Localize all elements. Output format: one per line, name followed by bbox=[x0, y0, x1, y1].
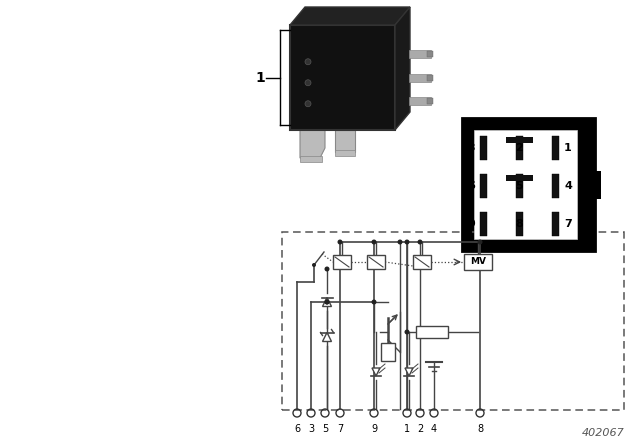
Bar bbox=[462, 118, 595, 251]
Bar bbox=[516, 136, 523, 160]
Circle shape bbox=[397, 240, 403, 245]
Bar bbox=[552, 136, 559, 160]
Bar bbox=[416, 326, 448, 338]
Bar bbox=[427, 74, 433, 81]
Bar bbox=[413, 255, 431, 269]
Circle shape bbox=[477, 240, 483, 245]
Text: 3: 3 bbox=[467, 143, 475, 153]
Bar bbox=[427, 98, 433, 103]
Text: 4: 4 bbox=[564, 181, 572, 191]
Bar bbox=[427, 52, 433, 57]
Bar bbox=[335, 150, 355, 156]
Circle shape bbox=[305, 80, 311, 86]
Text: 402067: 402067 bbox=[582, 428, 625, 438]
Polygon shape bbox=[300, 130, 325, 158]
Bar bbox=[480, 136, 487, 160]
Text: 4: 4 bbox=[431, 424, 437, 434]
Bar bbox=[282, 232, 624, 410]
Circle shape bbox=[312, 263, 316, 267]
Bar bbox=[516, 212, 523, 236]
Text: 2: 2 bbox=[516, 143, 524, 153]
Text: 9: 9 bbox=[467, 219, 475, 229]
Circle shape bbox=[337, 240, 342, 245]
Bar bbox=[474, 130, 577, 239]
Polygon shape bbox=[323, 297, 332, 306]
Bar bbox=[367, 255, 385, 269]
Polygon shape bbox=[405, 368, 413, 376]
Text: MV: MV bbox=[470, 258, 486, 267]
Text: 5: 5 bbox=[516, 181, 524, 191]
Circle shape bbox=[324, 300, 330, 305]
Bar bbox=[552, 212, 559, 236]
Text: 6: 6 bbox=[294, 424, 300, 434]
Polygon shape bbox=[323, 332, 332, 341]
Bar bbox=[552, 174, 559, 198]
Text: 6: 6 bbox=[467, 181, 475, 191]
Bar bbox=[464, 254, 492, 270]
Circle shape bbox=[305, 101, 311, 107]
Circle shape bbox=[305, 59, 311, 65]
Circle shape bbox=[404, 329, 410, 335]
Bar bbox=[506, 137, 533, 143]
Text: 3: 3 bbox=[308, 424, 314, 434]
Circle shape bbox=[404, 240, 410, 245]
Polygon shape bbox=[335, 130, 355, 152]
Text: 2: 2 bbox=[417, 424, 423, 434]
Bar bbox=[300, 156, 322, 162]
Polygon shape bbox=[290, 7, 410, 25]
Bar bbox=[480, 212, 487, 236]
Bar bbox=[381, 343, 395, 361]
Text: 7: 7 bbox=[564, 219, 572, 229]
Text: 5: 5 bbox=[322, 424, 328, 434]
Circle shape bbox=[371, 240, 376, 245]
Bar bbox=[506, 175, 533, 181]
Bar bbox=[409, 51, 431, 58]
Circle shape bbox=[324, 267, 330, 271]
Text: 1: 1 bbox=[255, 70, 265, 85]
Polygon shape bbox=[372, 368, 380, 376]
Bar bbox=[591, 171, 601, 199]
Text: 8: 8 bbox=[477, 424, 483, 434]
Bar bbox=[409, 73, 431, 82]
Text: 1: 1 bbox=[404, 424, 410, 434]
Text: 7: 7 bbox=[337, 424, 343, 434]
Circle shape bbox=[324, 300, 330, 305]
Bar bbox=[290, 25, 395, 130]
Text: 8: 8 bbox=[516, 219, 524, 229]
Polygon shape bbox=[395, 7, 410, 130]
Circle shape bbox=[417, 240, 422, 245]
Bar bbox=[409, 97, 431, 104]
Circle shape bbox=[371, 300, 376, 305]
Bar bbox=[333, 255, 351, 269]
Bar bbox=[516, 174, 523, 198]
Text: 1: 1 bbox=[564, 143, 572, 153]
Text: 9: 9 bbox=[371, 424, 377, 434]
Bar bbox=[480, 174, 487, 198]
